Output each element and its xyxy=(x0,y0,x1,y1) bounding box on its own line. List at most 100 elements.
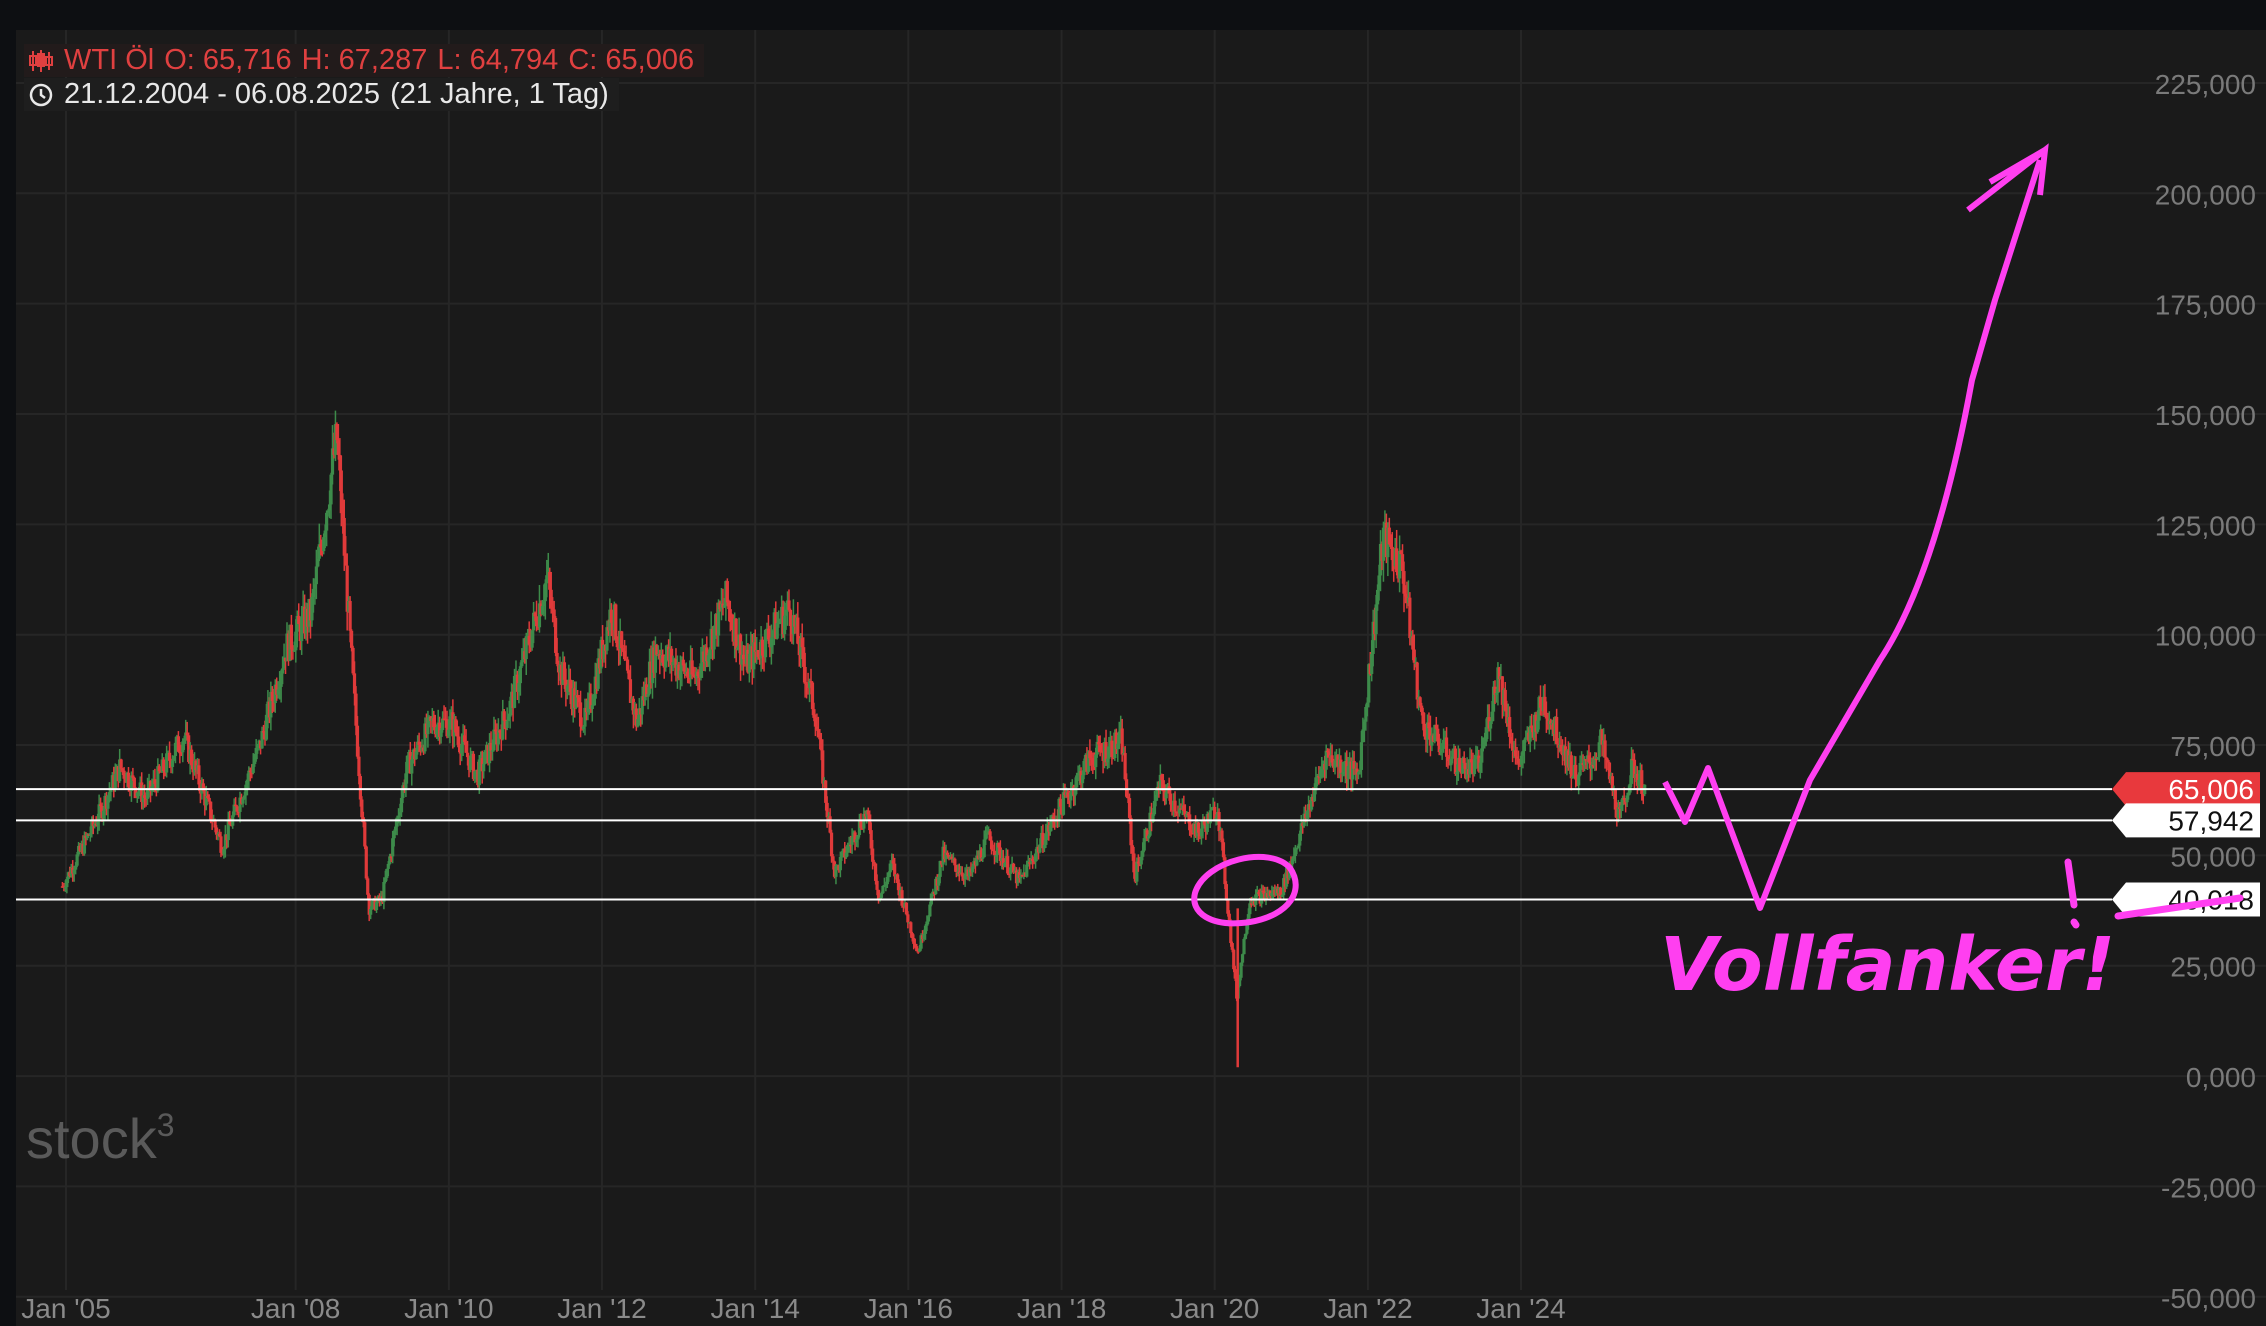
candle-body xyxy=(640,696,644,715)
candle-body xyxy=(1610,776,1615,791)
candle-body xyxy=(1105,758,1110,763)
candle-body xyxy=(184,732,188,739)
candle-body xyxy=(335,424,339,441)
price-line-label: 57,942 xyxy=(2168,805,2254,836)
x-tick-label: Jan '12 xyxy=(557,1293,646,1324)
candle-body xyxy=(336,440,340,455)
candle-body xyxy=(385,868,389,878)
candle-body xyxy=(555,652,559,665)
candle-body xyxy=(574,695,578,708)
candle-body xyxy=(1591,764,1595,767)
candle-body xyxy=(1528,725,1532,742)
candle-body xyxy=(1136,861,1140,864)
candle-body xyxy=(527,635,531,645)
candle-body xyxy=(363,822,367,847)
candle-body xyxy=(1619,805,1623,809)
candle-body xyxy=(1151,814,1155,823)
candle-body xyxy=(1339,759,1343,774)
candle-body xyxy=(217,833,222,837)
candle-body xyxy=(297,615,301,624)
candle-body xyxy=(1038,844,1042,853)
candle-body xyxy=(1374,604,1378,635)
candle-body xyxy=(165,753,169,773)
candle-body xyxy=(1080,775,1085,784)
candle-body xyxy=(1389,544,1393,547)
candle-body xyxy=(856,835,860,840)
candle-body xyxy=(269,691,273,718)
candle-body xyxy=(872,861,876,864)
candle-body xyxy=(294,631,298,651)
candle-body xyxy=(126,772,131,787)
candle-body xyxy=(551,607,555,610)
candle-body xyxy=(65,879,69,888)
candle-body xyxy=(118,759,122,782)
candle-body xyxy=(922,933,926,940)
candle-body xyxy=(1104,742,1108,763)
candle-body xyxy=(1314,777,1318,791)
candle-body xyxy=(121,768,125,771)
candle-body xyxy=(253,759,257,764)
candle-body xyxy=(997,842,1001,848)
candle-body xyxy=(1594,758,1598,761)
candle-body xyxy=(906,914,910,923)
candle-body xyxy=(1543,696,1547,716)
candle-body xyxy=(578,702,583,727)
high-label: H: xyxy=(301,44,331,76)
candle-body xyxy=(1519,755,1524,765)
candle-body xyxy=(1110,740,1114,757)
candle-body xyxy=(1290,858,1295,865)
candle-body xyxy=(1082,760,1086,776)
candle-body xyxy=(1097,741,1101,745)
candlestick-icon[interactable] xyxy=(28,48,54,74)
candle-body xyxy=(991,849,995,852)
candle-body xyxy=(1326,750,1330,753)
candle-body xyxy=(1042,844,1046,849)
candle-body xyxy=(554,617,558,653)
candle-body xyxy=(454,719,458,733)
candle-body xyxy=(1387,527,1391,545)
candle-body xyxy=(1571,776,1575,779)
candle-body xyxy=(821,750,825,784)
candle-body xyxy=(1516,758,1521,764)
candle-body xyxy=(913,943,917,947)
candle-body xyxy=(326,510,330,513)
candle-body xyxy=(1242,938,1246,955)
candle-body xyxy=(1613,789,1617,810)
candle-body xyxy=(622,650,627,660)
candle-body xyxy=(364,846,368,879)
candle-body xyxy=(825,802,829,818)
candle-body xyxy=(1607,762,1612,780)
candle-body xyxy=(493,729,498,732)
candle-body xyxy=(223,834,227,850)
candle-body xyxy=(90,819,94,834)
candle-body xyxy=(1472,758,1477,775)
candle-body xyxy=(512,675,517,708)
candle-body xyxy=(468,755,473,770)
candle-body xyxy=(960,872,964,877)
watermark-text: stock xyxy=(26,1107,158,1170)
x-tick-label: Jan '16 xyxy=(864,1293,953,1324)
candle-body xyxy=(926,916,931,922)
candle-body xyxy=(1399,550,1403,555)
candle-body xyxy=(1434,724,1438,729)
candle-body xyxy=(681,659,685,666)
candle-body xyxy=(831,856,835,862)
candle-body xyxy=(1073,787,1077,796)
candle-body xyxy=(1233,969,1237,979)
candle-body xyxy=(998,847,1002,861)
candle-body xyxy=(440,718,445,731)
y-tick-label: 0,000 xyxy=(2186,1062,2256,1093)
candle-body xyxy=(912,938,916,944)
candle-body xyxy=(592,698,596,706)
date-range-header[interactable]: 21.12.2004 - 06.08.2025 (21 Jahre, 1 Tag… xyxy=(24,78,619,111)
candle-body xyxy=(141,795,145,803)
candle-body xyxy=(1279,887,1283,897)
candle-body xyxy=(747,653,751,673)
candle-body xyxy=(63,887,67,889)
candle-body xyxy=(661,655,665,663)
candle-body xyxy=(1596,757,1600,759)
candle-body xyxy=(756,650,760,657)
candle-body xyxy=(690,660,694,675)
